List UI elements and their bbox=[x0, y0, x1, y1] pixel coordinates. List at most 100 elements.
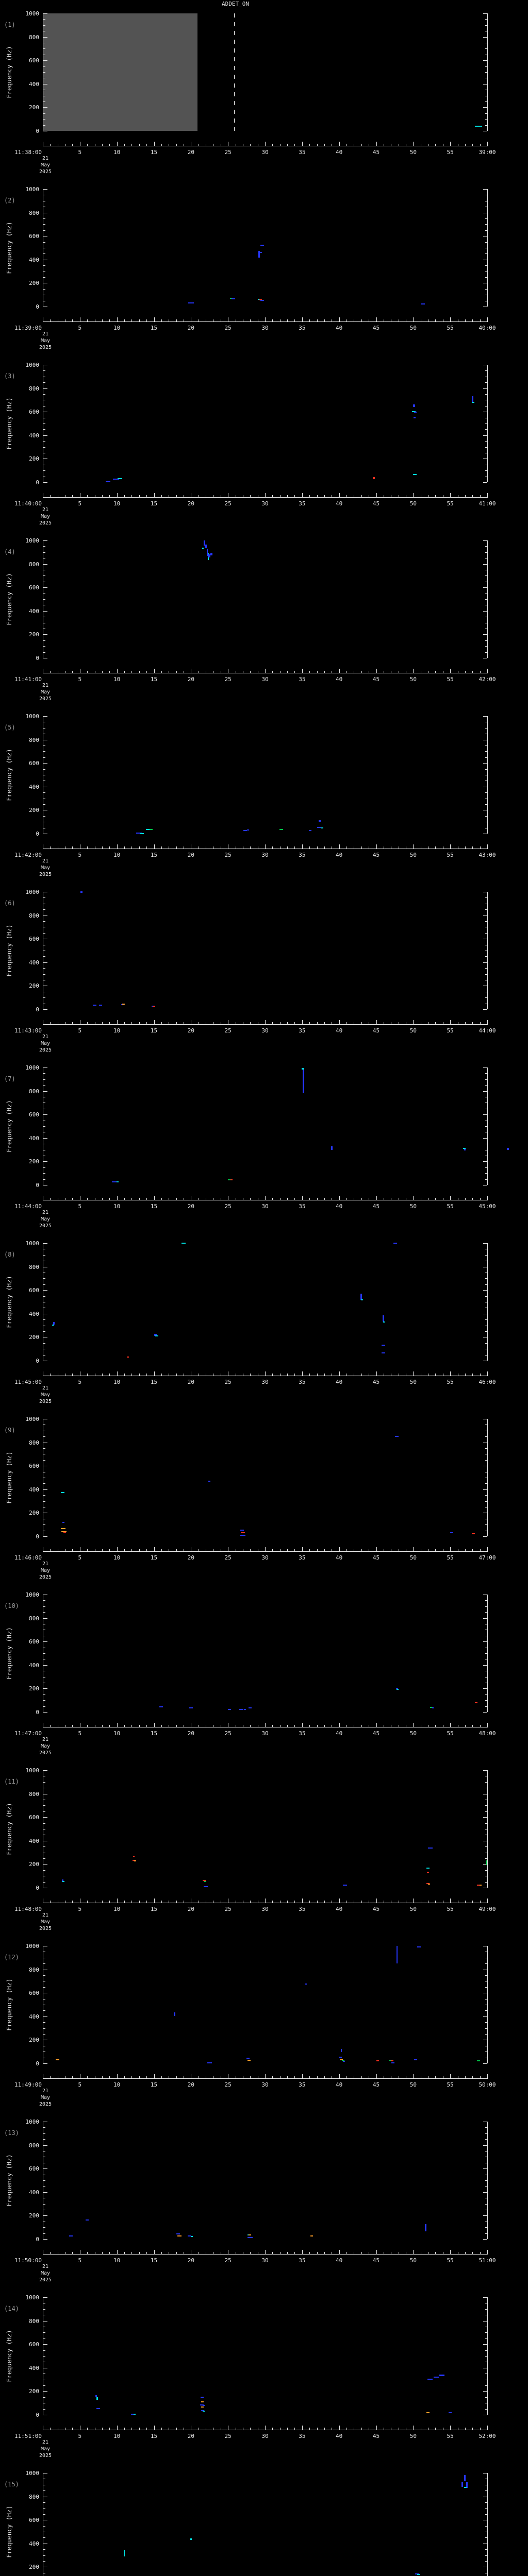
x-tick-label: 10 bbox=[113, 1906, 121, 1912]
y-tick bbox=[43, 72, 45, 73]
detection-point bbox=[361, 1299, 364, 1301]
x-tick bbox=[309, 671, 310, 673]
detection-point bbox=[246, 2057, 250, 2059]
y-tick bbox=[485, 2180, 487, 2181]
x-tick bbox=[317, 1374, 318, 1376]
x-start-label: 11:39:00 bbox=[14, 325, 42, 331]
x-tick bbox=[87, 1725, 88, 1727]
detection-point bbox=[240, 1529, 244, 1531]
y-tick bbox=[483, 388, 487, 389]
spectrogram-panel-7: 0 200 400 600 800 1000 Frequency (Hz) (7) 11:44:… bbox=[0, 1054, 528, 1230]
x-tick bbox=[154, 1196, 155, 1200]
x-tick bbox=[117, 1371, 118, 1376]
y-tick bbox=[43, 189, 47, 190]
x-tick bbox=[109, 846, 110, 849]
y-tick bbox=[485, 1805, 487, 1806]
x-tick-label: 35 bbox=[299, 1379, 306, 1385]
detection-point bbox=[317, 826, 322, 828]
x-tick bbox=[480, 1022, 481, 1024]
y-tick bbox=[43, 370, 45, 371]
y-tick bbox=[485, 1255, 487, 1256]
x-tick-label: 30 bbox=[261, 1730, 269, 1737]
y-tick-label: 0 bbox=[36, 1885, 39, 1891]
x-tick bbox=[272, 495, 273, 497]
x-tick bbox=[250, 144, 251, 146]
detection-point bbox=[479, 1884, 482, 1886]
y-tick bbox=[483, 1641, 487, 1642]
y-tick bbox=[43, 646, 45, 647]
y-tick bbox=[43, 1782, 45, 1783]
x-tick bbox=[487, 669, 488, 673]
y-tick-label: 600 bbox=[29, 1990, 39, 1997]
y-tick bbox=[43, 1296, 45, 1297]
x-tick bbox=[435, 2076, 436, 2078]
x-tick bbox=[72, 2428, 73, 2430]
detection-point bbox=[412, 411, 416, 413]
x-tick-label: 30 bbox=[261, 2257, 269, 2264]
detection-point bbox=[56, 2059, 60, 2061]
x-tick bbox=[376, 669, 377, 673]
date-label: 21 bbox=[42, 2264, 49, 2269]
y-tick bbox=[483, 37, 487, 38]
y-tick-label: 800 bbox=[29, 209, 39, 216]
detection-point bbox=[201, 2406, 204, 2408]
y-tick-label: 0 bbox=[36, 2060, 39, 2067]
x-tick bbox=[250, 2428, 251, 2430]
x-tick bbox=[50, 1022, 51, 1024]
detection-point bbox=[136, 833, 142, 834]
x-tick-label: 55 bbox=[447, 676, 454, 683]
x-tick bbox=[109, 144, 110, 146]
x-tick bbox=[435, 846, 436, 849]
x-tick bbox=[102, 1198, 103, 1200]
x-tick bbox=[272, 1725, 273, 1727]
x-tick bbox=[146, 1022, 147, 1024]
x-tick bbox=[435, 671, 436, 673]
detection-point bbox=[190, 2538, 192, 2540]
x-tick bbox=[117, 1196, 118, 1200]
y-tick bbox=[43, 447, 45, 448]
y-tick bbox=[43, 482, 47, 483]
x-tick bbox=[487, 2074, 488, 2078]
y-tick bbox=[43, 1489, 47, 1490]
y-tick bbox=[43, 921, 45, 922]
x-tick bbox=[324, 2428, 325, 2430]
x-tick bbox=[480, 2076, 481, 2078]
detection-point bbox=[122, 1004, 125, 1005]
x-tick bbox=[124, 2076, 125, 2078]
x-start-label: 11:42:00 bbox=[14, 852, 42, 858]
x-tick bbox=[361, 1549, 362, 1551]
y-tick-label: 400 bbox=[29, 2364, 39, 2371]
detection-point bbox=[420, 303, 425, 305]
y-tick bbox=[43, 1536, 47, 1537]
detection-point bbox=[205, 545, 207, 549]
x-tick bbox=[139, 1374, 140, 1376]
y-tick-label: 400 bbox=[29, 2540, 39, 2547]
y-tick-label: 800 bbox=[29, 1615, 39, 1622]
y-tick bbox=[483, 2215, 487, 2216]
y-tick bbox=[485, 1823, 487, 1824]
x-tick-label: 25 bbox=[224, 2433, 232, 2439]
y-tick bbox=[485, 1319, 487, 1320]
y-tick-label: 800 bbox=[29, 2493, 39, 2500]
date-label: 2025 bbox=[39, 169, 52, 175]
y-tick bbox=[43, 2356, 45, 2357]
x-start-label: 11:51:00 bbox=[14, 2433, 42, 2439]
y-tick bbox=[485, 997, 487, 998]
detection-point bbox=[472, 401, 475, 403]
date-label: 2025 bbox=[39, 2102, 52, 2107]
detection-point bbox=[231, 298, 235, 299]
detection-point bbox=[430, 1706, 434, 1708]
y-tick-label: 600 bbox=[29, 760, 39, 767]
y-tick bbox=[43, 1665, 47, 1666]
x-tick-label: 20 bbox=[187, 2081, 194, 2088]
y-tick bbox=[485, 2034, 487, 2035]
y-tick bbox=[485, 1296, 487, 1297]
y-tick bbox=[43, 1712, 47, 1713]
x-tick-label: 20 bbox=[187, 1906, 194, 1912]
x-tick bbox=[450, 1723, 451, 1727]
detection-point bbox=[391, 2062, 394, 2063]
y-tick bbox=[485, 382, 487, 383]
detection-point bbox=[240, 1535, 245, 1536]
x-tick-label: 45 bbox=[372, 676, 380, 683]
x-end-label: 51:00 bbox=[478, 2257, 496, 2264]
